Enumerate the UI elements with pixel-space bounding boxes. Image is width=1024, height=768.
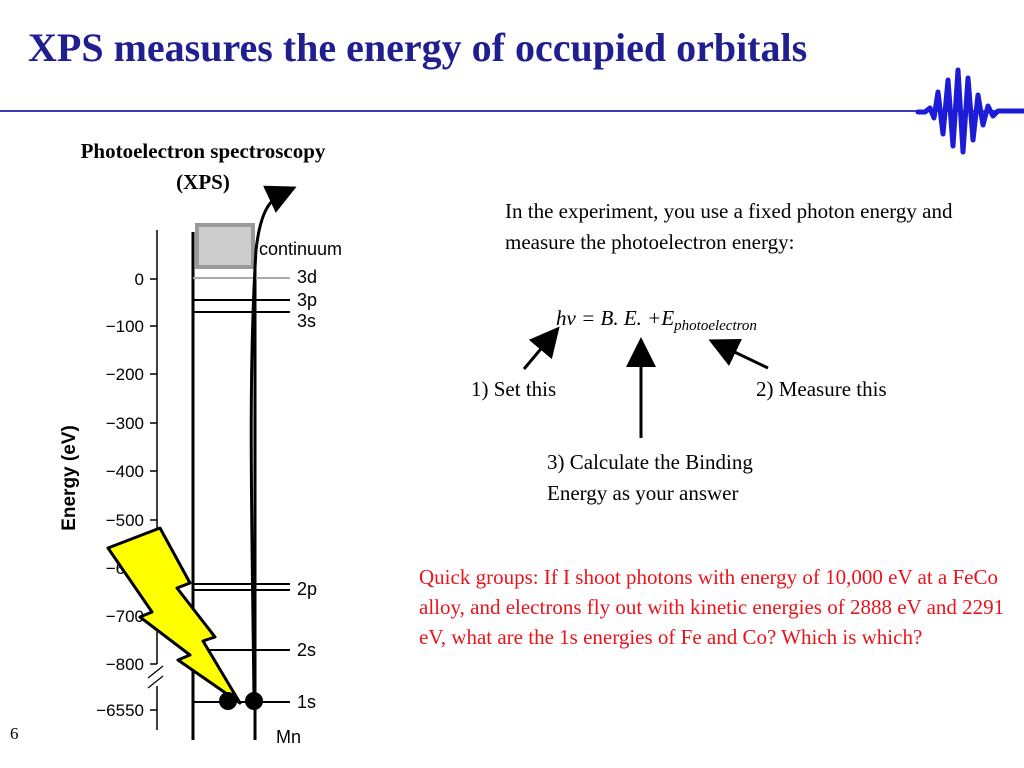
step-calculate-line: Energy as your answer (547, 481, 739, 505)
level-2p: 2p (297, 579, 317, 599)
measure-arrow (708, 338, 769, 370)
step-set-label: 1) Set this (471, 377, 557, 401)
tick-label: −100 (106, 317, 144, 336)
experiment-description: In the experiment, you use a fixed photo… (505, 199, 953, 254)
step-calculate-label: 3) Calculate the Binding Energy as your … (547, 447, 753, 509)
tick-label: −200 (106, 365, 144, 384)
level-2s: 2s (297, 640, 316, 660)
level-1s: 1s (297, 692, 316, 712)
diagram-heading-line: (XPS) (176, 170, 230, 194)
page-number: 6 (10, 724, 19, 743)
electron-dot (219, 692, 237, 710)
lightning-bolt-icon (106, 526, 242, 705)
tick-label: −6550 (96, 701, 144, 720)
step-calculate-line: 3) Calculate the Binding (547, 450, 753, 474)
diagram-heading-line: Photoelectron spectroscopy (80, 139, 326, 163)
title-divider (0, 110, 1024, 112)
equation-subscript: photoelectron (674, 318, 757, 335)
level-continuum: continuum (259, 239, 342, 259)
photoelectron-path-arrow (249, 185, 297, 701)
waveform-logo-icon (915, 67, 1024, 155)
tick-label: −800 (106, 655, 144, 674)
tick-label: 0 (135, 270, 144, 289)
electron-dot (245, 692, 263, 710)
tick-label: −500 (106, 511, 144, 530)
quick-groups-question: Quick groups: If I shoot photons with en… (419, 565, 1005, 649)
energy-axis (147, 230, 164, 730)
binding-energy-equation: hν = B. E. +Ephotoelectron (556, 306, 757, 335)
y-axis-label: Energy (eV) (59, 425, 80, 531)
equation-main: hν = B. E. +E (556, 306, 675, 330)
step-measure-label: 2) Measure this (756, 377, 887, 401)
set-arrow (522, 326, 560, 370)
tick-label: −400 (106, 462, 144, 481)
element-label: Mn (276, 727, 301, 747)
level-3d: 3d (297, 267, 317, 287)
diagram-heading: Photoelectron spectroscopy (XPS) (40, 136, 366, 198)
tick-label: −300 (106, 414, 144, 433)
level-3p: 3p (297, 290, 317, 310)
slide-title: XPS measures the energy of occupied orbi… (28, 25, 808, 70)
tick-label: −700 (106, 607, 144, 626)
level-3s: 3s (297, 311, 316, 331)
